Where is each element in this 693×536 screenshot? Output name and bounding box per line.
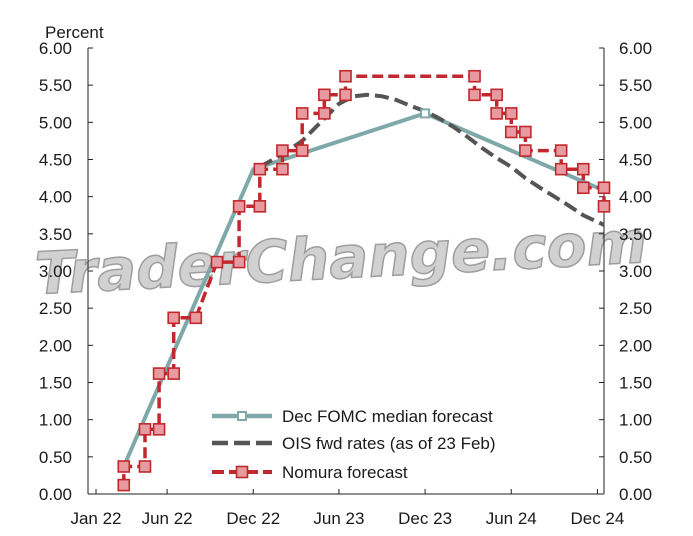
nomura-marker (576, 162, 590, 176)
y-tick-label-left: 5.00 (39, 113, 72, 132)
y-tick-label-right: 4.00 (619, 188, 652, 207)
nomura-marker (152, 367, 166, 380)
nomura-marker (519, 125, 532, 139)
nomura-marker (295, 107, 309, 120)
nomura-marker (504, 107, 518, 120)
nomura-marker (468, 88, 481, 102)
nomura-marker (318, 88, 331, 102)
y-tick-label-left: 1.50 (39, 374, 72, 393)
nomura-marker (519, 144, 532, 157)
nomura-marker (117, 460, 131, 473)
legend-nomura-marker (235, 465, 249, 479)
nomura-marker (138, 423, 152, 436)
x-tick-label: Jun 24 (486, 509, 537, 528)
y-tick-label-left: 4.00 (39, 188, 72, 207)
nomura-marker (504, 125, 518, 139)
x-tick-label: Jun 23 (313, 509, 364, 528)
watermark-layer: TraderChange.com (33, 207, 649, 308)
y-tick-label-left: 1.00 (39, 411, 72, 430)
y-tick-label-left: 5.50 (39, 76, 72, 95)
y-tick-label-left: 6.00 (39, 39, 72, 58)
nomura-marker (232, 200, 246, 213)
y-tick-label-right: 1.00 (619, 411, 652, 430)
nomura-marker (276, 144, 289, 157)
x-tick-label: Jun 22 (142, 509, 193, 528)
nomura-marker (210, 255, 224, 269)
legend-label: OIS fwd rates (as of 23 Feb) (282, 434, 496, 453)
nomura-marker (276, 162, 289, 176)
nomura-marker (576, 181, 590, 195)
y-tick-label-right: 5.50 (619, 76, 652, 95)
nomura-marker (339, 88, 352, 102)
y-tick-label-right: 2.00 (619, 336, 652, 355)
nomura-marker (554, 144, 568, 157)
x-tick-label: Dec 23 (398, 509, 452, 528)
nomura-marker (554, 162, 568, 176)
nomura-marker (232, 255, 246, 269)
legend-label: Nomura forecast (282, 463, 408, 482)
y-tick-label-right: 3.50 (619, 225, 652, 244)
nomura-marker (295, 144, 309, 157)
nomura-marker (138, 460, 152, 473)
nomura-marker (253, 162, 267, 176)
x-tick-label: Dec 22 (226, 509, 280, 528)
nomura-marker (468, 69, 481, 83)
legend-label: Dec FOMC median forecast (282, 407, 493, 426)
watermark-text: TraderChange.com (33, 208, 648, 308)
y-tick-label-left: 2.00 (39, 336, 72, 355)
nomura-marker (189, 311, 203, 325)
nomura-marker (597, 200, 611, 213)
nomura-marker (152, 423, 166, 436)
y-tick-label-right: 0.00 (619, 485, 652, 504)
y-tick-label-right: 1.50 (619, 374, 652, 393)
ois-fwd-rates-line (258, 92, 605, 227)
nomura-marker (253, 200, 267, 213)
y-tick-label-right: 6.00 (619, 39, 652, 58)
y-tick-label-left: 0.00 (39, 485, 72, 504)
y-tick-label-left: 3.00 (39, 262, 72, 281)
fomc-marker (420, 108, 431, 119)
nomura-marker (339, 69, 352, 83)
legend-fomc-marker (237, 411, 247, 421)
y-tick-label-right: 4.50 (619, 151, 652, 170)
nomura-marker (167, 367, 180, 380)
axes: 0.00 0.00 0.50 0.50 1.00 1.00 1.50 1.50 2.00 2.00… (39, 39, 652, 528)
y-tick-label-right: 2.50 (619, 299, 652, 318)
y-tick-label-left: 0.50 (39, 448, 72, 467)
y-tick-label-left: 3.50 (39, 225, 72, 244)
y-tick-label-left: 4.50 (39, 151, 72, 170)
y-tick-label-right: 0.50 (619, 448, 652, 467)
y-tick-label-right: 3.00 (619, 262, 652, 281)
nomura-marker (490, 88, 503, 102)
nomura-marker (117, 478, 131, 492)
y-axis-unit-label: Percent (45, 23, 104, 42)
nomura-marker (490, 107, 503, 120)
x-tick-label: Jan 22 (70, 509, 121, 528)
nomura-marker (597, 181, 611, 195)
x-tick-label: Dec 24 (570, 509, 624, 528)
legend: Dec FOMC median forecast OIS fwd rates (a… (212, 407, 496, 482)
y-tick-label-left: 2.50 (39, 299, 72, 318)
nomura-marker (167, 311, 180, 325)
nomura-markers (117, 69, 611, 492)
nomura-marker (318, 107, 331, 120)
y-tick-label-right: 5.00 (619, 113, 652, 132)
